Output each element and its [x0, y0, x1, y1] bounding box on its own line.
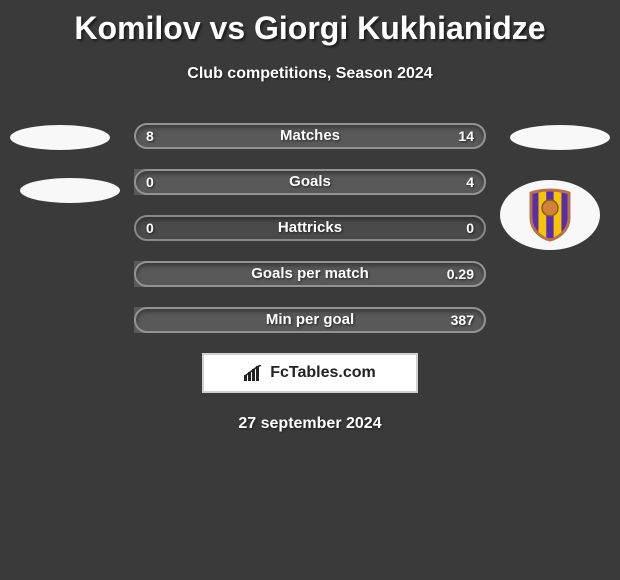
page-subtitle: Club competitions, Season 2024	[0, 65, 620, 83]
stat-value-right: 4	[454, 169, 486, 195]
stat-label: Matches	[134, 123, 486, 149]
stat-label: Hattricks	[134, 215, 486, 241]
stat-label: Goals per match	[134, 261, 486, 287]
brand-text: FcTables.com	[270, 364, 376, 382]
stat-value-left: 0	[134, 169, 166, 195]
stat-row: Goals0 4	[134, 169, 486, 195]
stat-value-left: 8	[134, 123, 166, 149]
stat-value-left	[134, 307, 158, 333]
stat-row: Matches8 14	[134, 123, 486, 149]
stat-value-right: 0	[454, 215, 486, 241]
stat-row: Goals per match0.29	[134, 261, 486, 287]
stat-value-left: 0	[134, 215, 166, 241]
stat-row: Min per goal387	[134, 307, 486, 333]
stat-label: Goals	[134, 169, 486, 195]
stat-value-right: 0.29	[435, 261, 486, 287]
page-title: Komilov vs Giorgi Kukhianidze	[0, 0, 620, 47]
bar-chart-icon	[244, 365, 264, 381]
stat-value-right: 14	[446, 123, 486, 149]
brand-box: FcTables.com	[202, 353, 418, 393]
stats-area: Matches814Goals04Hattricks00Goals per ma…	[0, 123, 620, 333]
date-caption: 27 september 2024	[0, 415, 620, 433]
stat-value-right: 387	[439, 307, 486, 333]
stat-row: Hattricks0 0	[134, 215, 486, 241]
stat-value-left	[134, 261, 158, 287]
stat-label: Min per goal	[134, 307, 486, 333]
